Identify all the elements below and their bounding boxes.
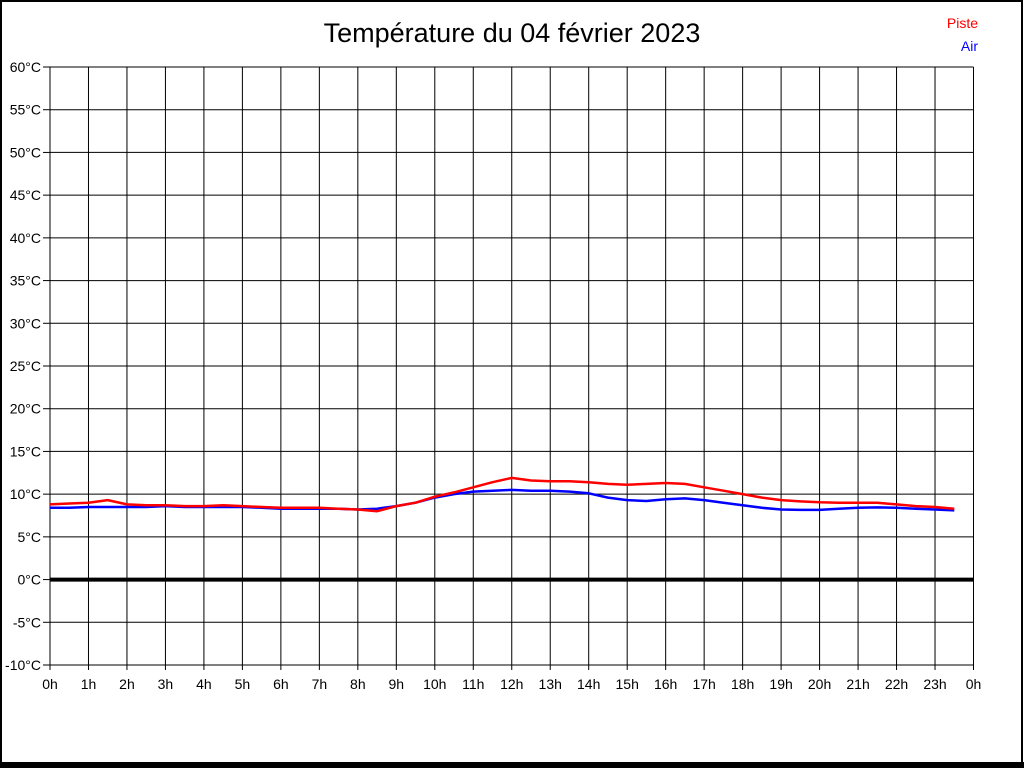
x-tick-label: 11h (462, 676, 484, 692)
x-tick-label: 17h (692, 676, 715, 692)
x-tick-label: 13h (539, 676, 562, 692)
x-tick-label: 5h (235, 676, 251, 692)
x-tick-label: 2h (119, 676, 135, 692)
x-tick-label: 0h (42, 676, 58, 692)
y-tick-label: 40°C (10, 230, 41, 246)
x-tick-label: 7h (312, 676, 328, 692)
x-tick-label: 18h (731, 676, 754, 692)
series-line-piste (49, 476, 955, 513)
y-tick-label: 15°C (10, 443, 41, 459)
x-tick-label: 20h (808, 676, 831, 692)
window-border-bottom (0, 762, 1024, 768)
y-tick-label: 30°C (10, 315, 41, 331)
x-tick-label: 3h (158, 676, 174, 692)
y-tick-label: 5°C (18, 529, 42, 545)
x-tick-label: 15h (616, 676, 639, 692)
legend-item-piste: Piste (946, 15, 978, 31)
y-tick-label: 0°C (18, 572, 42, 588)
y-tick-label: 55°C (10, 102, 41, 118)
x-tick-label: 12h (500, 676, 523, 692)
y-tick-label: 25°C (10, 358, 41, 374)
x-tick-label: 16h (654, 676, 677, 692)
x-tick-label: 10h (423, 676, 446, 692)
x-tick-label: 14h (577, 676, 600, 692)
y-tick-label: 50°C (10, 144, 41, 160)
x-tick-label: 8h (350, 676, 366, 692)
x-tick-label: 22h (885, 676, 908, 692)
y-tick-label: -10°C (5, 657, 41, 673)
x-tick-label: 0h (966, 676, 982, 692)
x-tick-label: 1h (81, 676, 97, 692)
x-tick-label: 21h (846, 676, 869, 692)
y-tick-label: 60°C (10, 59, 41, 75)
y-tick-label: 20°C (10, 401, 41, 417)
legend-item-air: Air (960, 38, 978, 54)
x-tick-label: 19h (769, 676, 792, 692)
y-tick-label: 35°C (10, 273, 41, 289)
chart-title: Température du 04 février 2023 (323, 18, 701, 48)
x-tick-label: 4h (196, 676, 212, 692)
x-tick-label: 23h (923, 676, 946, 692)
chart-legend: Piste Air (947, 12, 978, 58)
x-tick-label: 9h (389, 676, 405, 692)
x-tick-label: 6h (273, 676, 289, 692)
y-tick-label: -5°C (13, 614, 41, 630)
y-tick-label: 45°C (10, 187, 41, 203)
y-tick-label: 10°C (10, 486, 41, 502)
